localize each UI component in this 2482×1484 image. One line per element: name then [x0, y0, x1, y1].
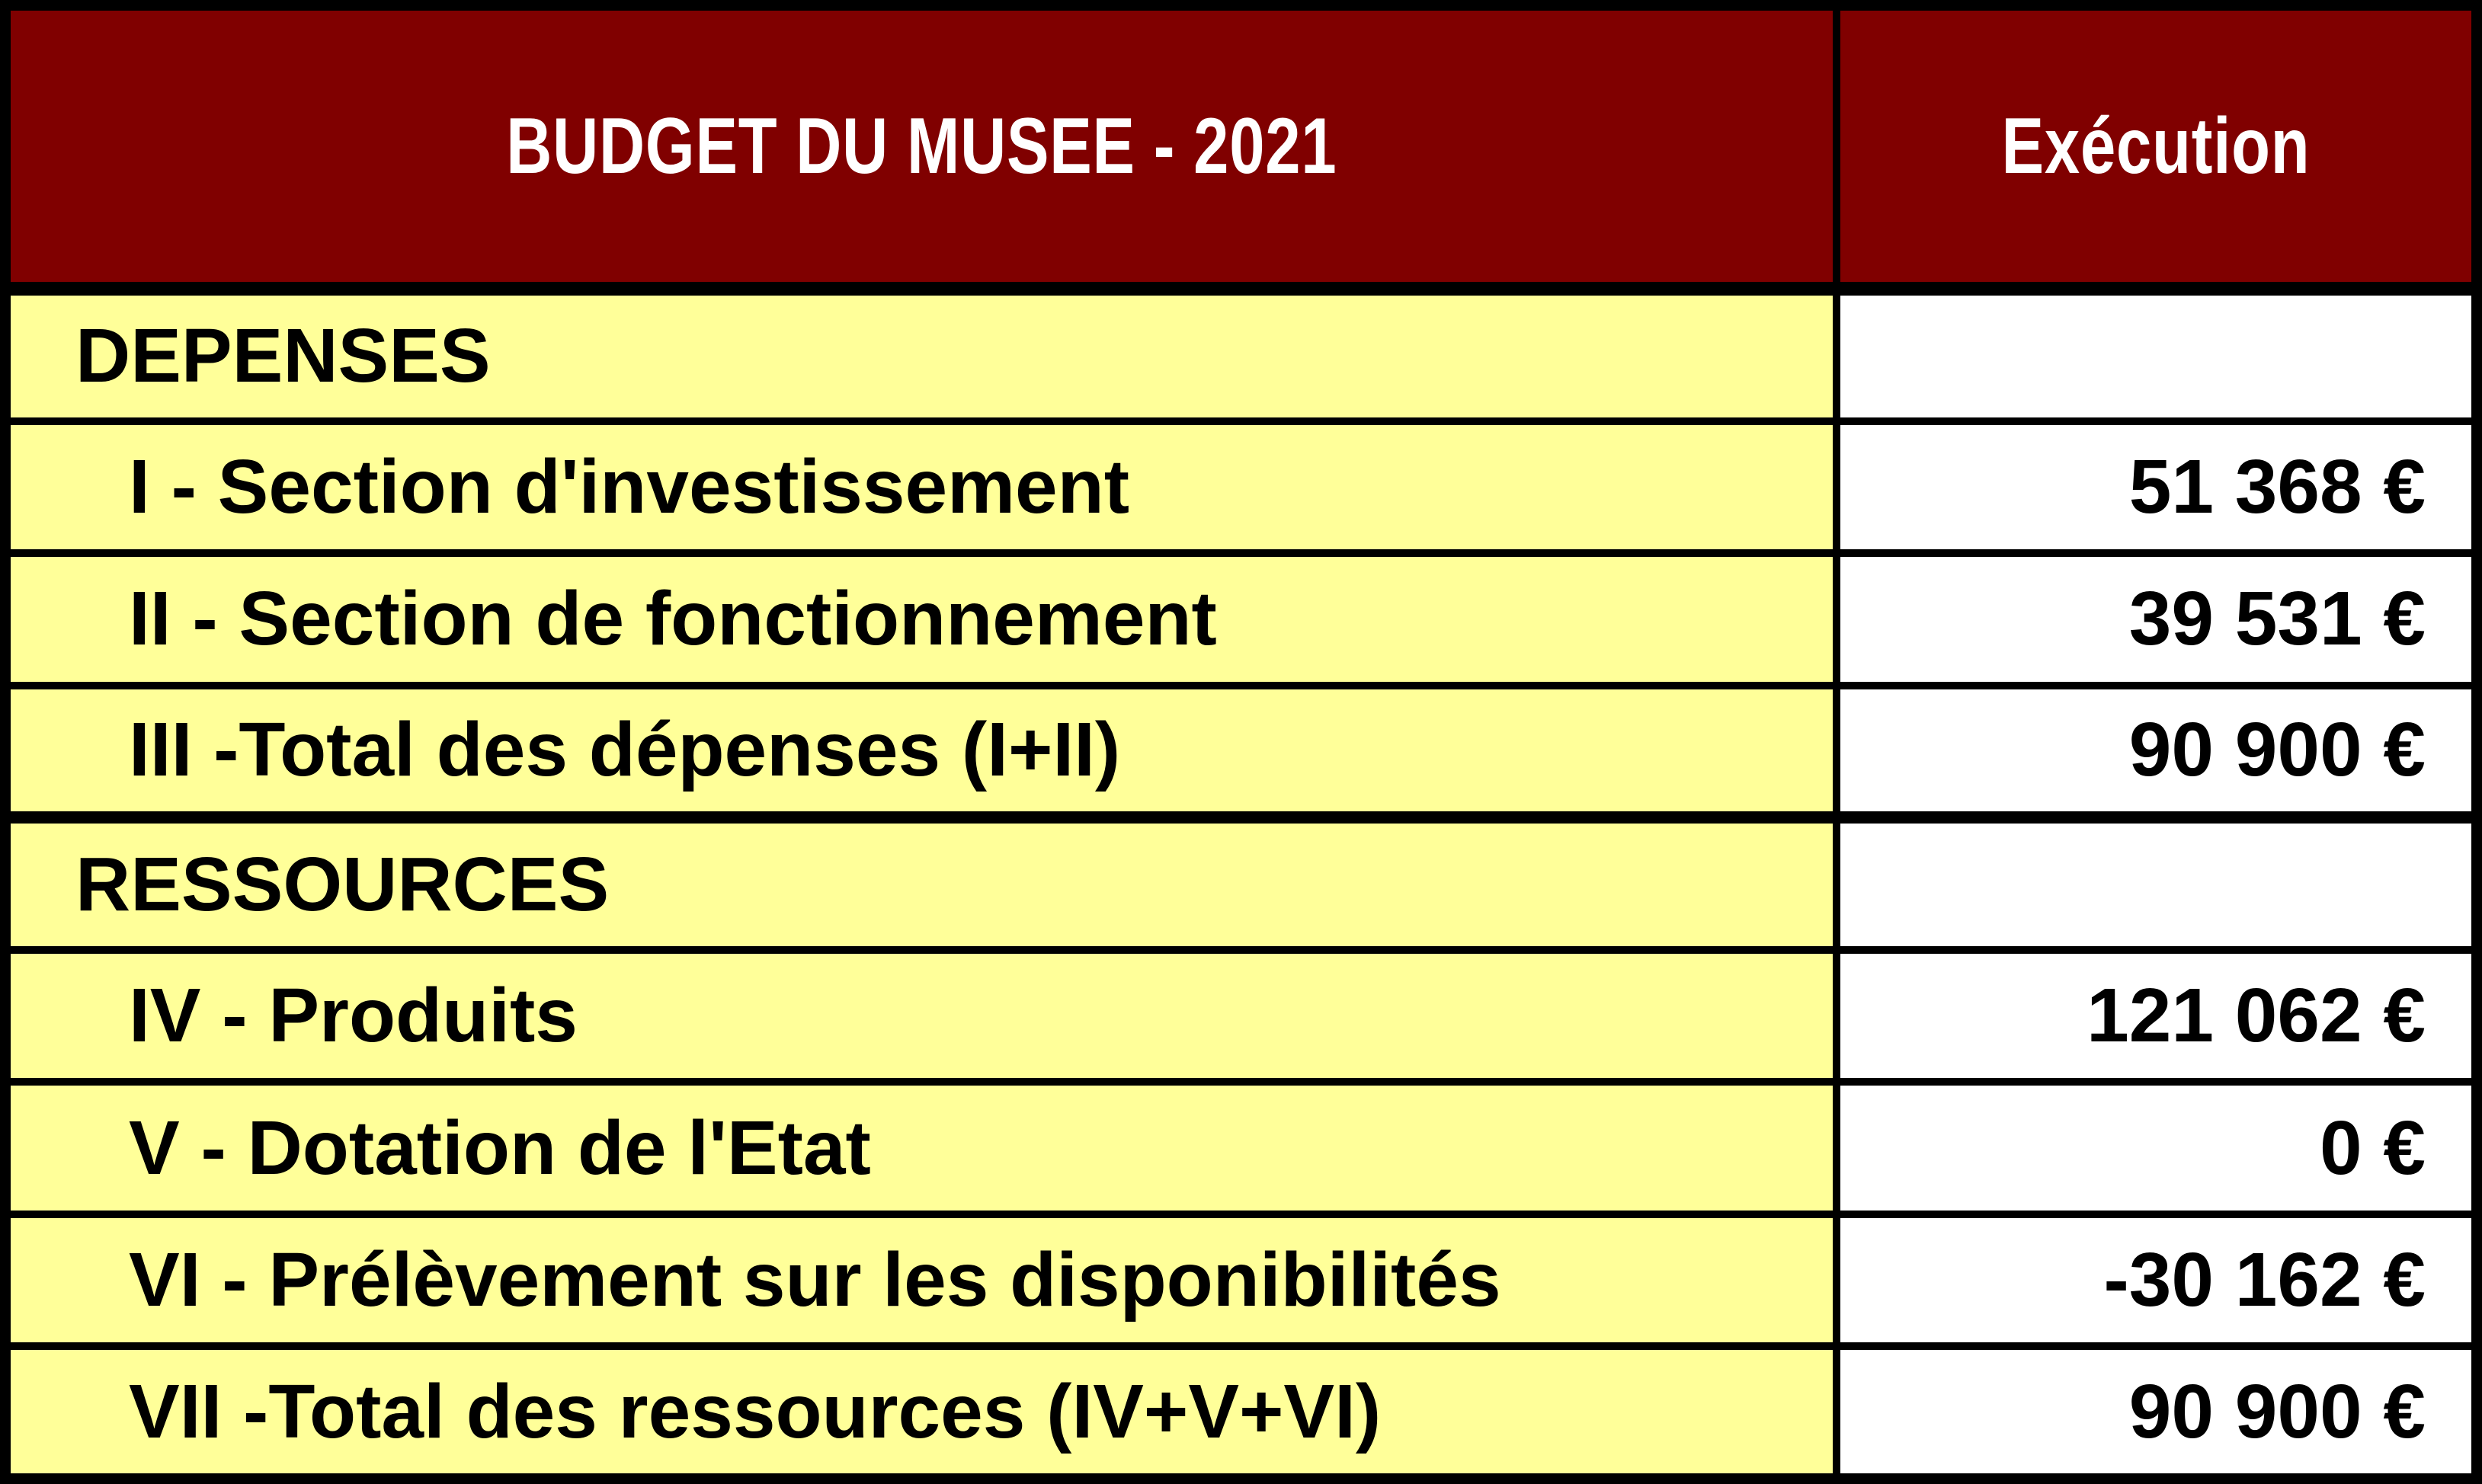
- table-row-dotation-etat: V - Dotation de l'Etat 0 €: [1, 1078, 2480, 1218]
- table-title: BUDGET DU MUSEE - 2021: [506, 101, 1337, 190]
- header-row: BUDGET DU MUSEE - 2021 Exécution: [1, 2, 2480, 296]
- table-row-investissement: I - Section d'investissement 51 368 €: [1, 417, 2480, 558]
- row-label: V - Dotation de l'Etat: [1, 1078, 1841, 1218]
- row-value: 39 531 €: [1833, 549, 2480, 689]
- row-label: II - Section de fonctionnement: [1, 549, 1841, 689]
- table-row-fonctionnement: II - Section de fonctionnement 39 531 €: [1, 549, 2480, 689]
- row-label: III -Total des dépenses (I+II): [1, 681, 1841, 822]
- row-value: [1833, 282, 2480, 425]
- table-row-produits: IV - Produits 121 062 €: [1, 945, 2480, 1086]
- row-label: RESSOURCES: [1, 811, 1841, 954]
- row-label: IV - Produits: [1, 945, 1841, 1086]
- row-value: 90 900 €: [1833, 681, 2480, 822]
- row-label: VII -Total des ressources (IV+V+VI): [1, 1342, 1841, 1482]
- row-label: VI - Prélèvement sur les disponibilités: [1, 1210, 1841, 1351]
- row-label: DEPENSES: [1, 282, 1841, 425]
- table-title-cell: BUDGET DU MUSEE - 2021: [1, 2, 1841, 296]
- execution-column-header-cell: Exécution: [1833, 2, 2480, 296]
- row-value: [1833, 811, 2480, 954]
- row-value: 51 368 €: [1833, 417, 2480, 558]
- table-row-total-depenses: III -Total des dépenses (I+II) 90 900 €: [1, 681, 2480, 822]
- row-label: I - Section d'investissement: [1, 417, 1841, 558]
- row-value: 0 €: [1833, 1078, 2480, 1218]
- row-value: 90 900 €: [1833, 1342, 2480, 1482]
- table-row-prelevement-disponibilites: VI - Prélèvement sur les disponibilités …: [1, 1210, 2480, 1351]
- execution-column-header: Exécution: [2001, 101, 2311, 190]
- table-row-ressources: RESSOURCES: [1, 811, 2480, 954]
- row-value: -30 162 €: [1833, 1210, 2480, 1351]
- table-row-total-ressources: VII -Total des ressources (IV+V+VI) 90 9…: [1, 1342, 2480, 1482]
- table-row-depenses: DEPENSES: [1, 282, 2480, 425]
- row-value: 121 062 €: [1833, 945, 2480, 1086]
